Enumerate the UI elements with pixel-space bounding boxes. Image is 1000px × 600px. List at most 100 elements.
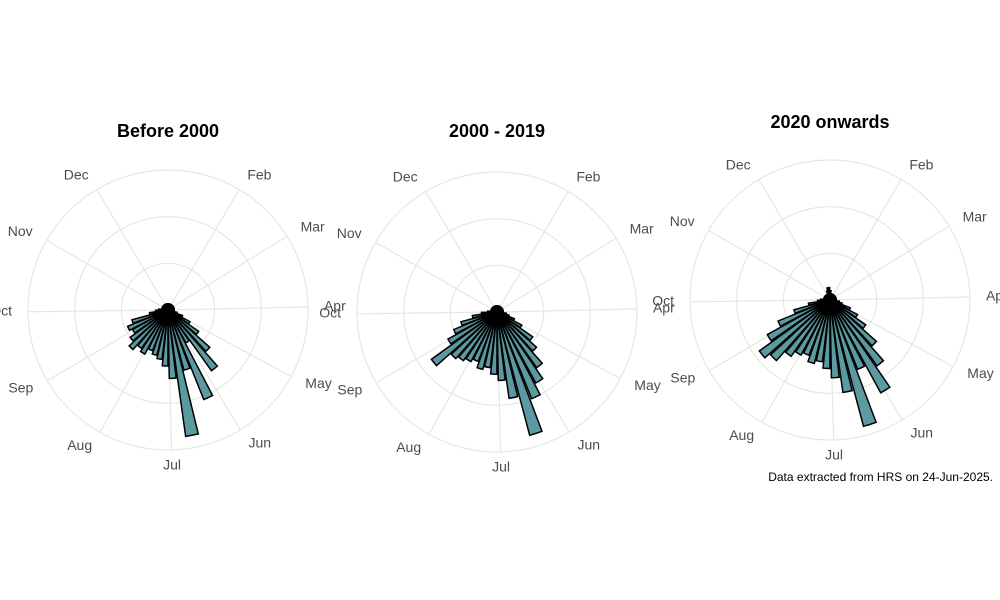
grid-spoke <box>96 189 169 311</box>
polar-chart: 2000 - 2019 Feb Mar Apr May Jun Jul Aug Sep Oct No… <box>319 121 675 475</box>
bar <box>766 299 831 342</box>
bar <box>769 299 831 362</box>
bar <box>167 309 219 372</box>
month-label: Jul <box>825 447 843 463</box>
grid-spoke <box>758 179 831 301</box>
bar <box>829 299 866 371</box>
bar <box>793 299 831 315</box>
bar <box>126 309 169 332</box>
month-label: Apr <box>653 299 675 315</box>
month-label: Dec <box>726 156 751 172</box>
bar <box>495 305 498 313</box>
month-label: May <box>305 375 331 391</box>
bar <box>167 309 211 353</box>
grid-spoke <box>167 235 288 311</box>
month-label: Dec <box>393 168 418 184</box>
bar <box>496 311 544 384</box>
bar <box>452 311 498 335</box>
polar-chart: 2020 onwards Feb Mar Apr May Jun Jul Aug Sep Oct N… <box>652 112 1000 463</box>
bar <box>167 309 177 380</box>
grid-circle <box>74 216 262 404</box>
bar <box>496 311 519 400</box>
bar <box>827 286 831 301</box>
grid-circle <box>403 218 591 406</box>
grid-spoke <box>357 311 498 315</box>
grid-spoke <box>708 229 831 301</box>
bar <box>496 311 543 437</box>
chart-title: 2000 - 2019 <box>449 121 545 141</box>
grid-spoke <box>375 241 498 313</box>
chart-title: Before 2000 <box>117 121 219 141</box>
bar <box>460 311 498 327</box>
month-label: Aug <box>67 437 92 453</box>
month-label: May <box>967 365 993 381</box>
month-label: May <box>634 377 660 393</box>
month-label: Jul <box>492 459 510 475</box>
bar <box>131 309 169 335</box>
bar <box>829 299 878 347</box>
bar <box>167 309 200 438</box>
grid-spoke <box>829 296 970 301</box>
polar-chart: Before 2000 Feb Mar Apr May Jun Jul Aug Sep Oct No… <box>0 121 346 473</box>
bar <box>777 299 831 328</box>
grid-spoke <box>829 179 902 301</box>
month-label: Jun <box>249 434 272 450</box>
grid-spoke <box>690 299 831 303</box>
grid-circle <box>689 159 971 441</box>
grid-spoke <box>496 237 617 313</box>
month-label: Mar <box>630 220 654 236</box>
month-label: Apr <box>986 287 1000 303</box>
month-label: Aug <box>729 427 754 443</box>
grid-spoke <box>829 225 950 301</box>
bar <box>128 309 169 351</box>
bar <box>446 311 498 345</box>
grid-circle <box>27 169 309 451</box>
bar <box>167 309 214 401</box>
bar <box>829 299 854 394</box>
bar <box>430 311 498 367</box>
bar <box>794 299 831 357</box>
month-label: Mar <box>301 218 325 234</box>
month-label: Feb <box>909 156 933 172</box>
month-label: Jun <box>578 436 601 452</box>
grid-circle <box>356 171 638 453</box>
bar <box>166 303 169 311</box>
bar <box>784 299 831 358</box>
month-label: Dec <box>64 166 89 182</box>
month-label: Mar <box>963 208 987 224</box>
month-label: Sep <box>337 381 362 397</box>
caption: Data extracted from HRS on 24-Jun-2025. <box>768 470 993 484</box>
month-label: Apr <box>324 297 346 313</box>
bar <box>496 311 544 369</box>
grid-spoke <box>496 191 569 313</box>
bar <box>496 311 542 400</box>
month-label: Nov <box>8 223 33 239</box>
grid-spoke <box>46 239 169 311</box>
bar <box>758 299 831 359</box>
grid-spoke <box>496 308 637 313</box>
chart-title: 2020 onwards <box>770 112 889 132</box>
month-label: Oct <box>652 293 674 309</box>
month-label: Jul <box>163 457 181 473</box>
bar <box>457 311 498 362</box>
month-label: Nov <box>670 213 695 229</box>
month-label: Sep <box>8 379 33 395</box>
bar <box>167 309 191 372</box>
bar <box>829 299 878 428</box>
month-label: Aug <box>396 439 421 455</box>
bar <box>829 299 891 394</box>
grid-spoke <box>167 189 240 311</box>
bar <box>829 299 841 379</box>
bar <box>131 309 169 325</box>
month-label: Feb <box>247 166 271 182</box>
bar <box>829 299 885 367</box>
bar <box>496 311 538 353</box>
grid-spoke <box>28 309 169 313</box>
month-label: Nov <box>337 225 362 241</box>
month-label: Sep <box>670 369 695 385</box>
bar <box>450 311 498 360</box>
month-label: Oct <box>0 303 12 319</box>
month-label: Jun <box>911 424 934 440</box>
bar <box>496 311 506 382</box>
